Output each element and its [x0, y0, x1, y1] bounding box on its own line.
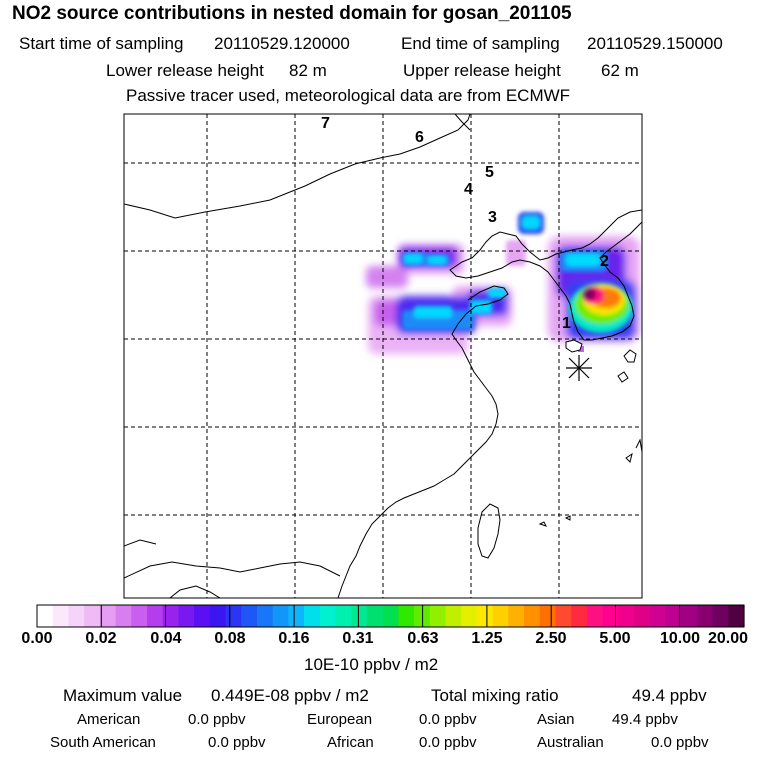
scale-tick-label: 0.31: [342, 630, 374, 647]
trajectory-label-7: 7: [321, 115, 330, 132]
region-name: European: [307, 711, 373, 728]
color-scale-cell: [571, 605, 588, 627]
color-scale-cell: [68, 605, 85, 627]
color-scale-cell: [256, 605, 274, 627]
color-scale-cell: [288, 605, 305, 627]
map-frame: [123, 113, 643, 599]
scale-tick-label: 0.16: [278, 630, 310, 647]
trajectory-label-6: 6: [415, 129, 424, 146]
lower-release-label: Lower release height: [106, 61, 264, 80]
color-scale-cell: [445, 605, 462, 627]
gosan-station-icon: [566, 355, 592, 381]
end-time-value: 20110529.150000: [587, 34, 723, 53]
color-scale-cell: [115, 605, 132, 627]
color-scale-cell: [304, 605, 321, 627]
color-scale-frame: [36, 604, 745, 628]
trajectory-label-3: 3: [488, 209, 497, 226]
color-scale-cell: [225, 605, 242, 627]
color-scale-cell: [586, 605, 604, 627]
plume-jeju-dot: [578, 346, 584, 352]
color-scale-cell: [665, 605, 682, 627]
max-value-label: Maximum value: [63, 686, 183, 705]
scale-tick-label: 5.00: [599, 630, 631, 647]
color-scale-cell: [681, 605, 698, 627]
color-scale-cell: [634, 605, 651, 627]
end-time-label: End time of sampling: [401, 34, 560, 53]
color-scale-cell: [162, 605, 179, 627]
color-scale-cell: [99, 605, 117, 627]
color-scale-cell: [366, 605, 384, 627]
region-name: American: [77, 711, 141, 728]
region-name: Asian: [537, 711, 575, 728]
color-scale-cell: [382, 605, 399, 627]
scale-tick-label: 0.04: [150, 630, 182, 647]
total-mixing-label: Total mixing ratio: [431, 686, 559, 705]
total-mixing-value: 49.4 ppbv: [632, 686, 707, 705]
upper-release-label: Upper release height: [403, 61, 561, 80]
color-scale-cell: [146, 605, 164, 627]
color-scale-cell: [241, 605, 258, 627]
region-name: South American: [50, 734, 156, 751]
color-scale-cell: [555, 605, 572, 627]
region-value: 49.4 ppbv: [612, 711, 678, 728]
region-value: 0.0 ppbv: [208, 734, 266, 751]
scale-tick-label: 2.50: [535, 630, 567, 647]
plume-north-small: [506, 212, 544, 266]
color-scale-cell: [696, 605, 714, 627]
coastlines: [124, 114, 642, 598]
color-scale-cell: [524, 605, 541, 627]
scale-tick-label: 0.08: [214, 630, 246, 647]
color-scale-cell: [84, 605, 101, 627]
region-value: 0.0 ppbv: [188, 711, 246, 728]
start-time-label: Start time of sampling: [19, 34, 184, 53]
upper-release-value: 62 m: [601, 61, 639, 80]
color-scale-cell: [351, 605, 368, 627]
scale-tick-label: 0.00: [21, 630, 53, 647]
color-scale-cell: [539, 605, 557, 627]
trajectory-label-5: 5: [485, 164, 494, 181]
color-scale-cell: [131, 605, 148, 627]
region-value: 0.0 ppbv: [419, 711, 477, 728]
color-scale-cell: [272, 605, 289, 627]
color-scale-cell: [335, 605, 352, 627]
scale-tick-label: 20.00: [707, 630, 749, 647]
color-scale-cell: [194, 605, 211, 627]
trajectory-label-2: 2: [600, 253, 609, 270]
color-scale-cell: [461, 605, 478, 627]
color-scale-cell: [602, 605, 619, 627]
color-scale-cell: [398, 605, 415, 627]
region-name: African: [327, 734, 374, 751]
color-scale-cell: [712, 605, 729, 627]
color-scale-cell: [728, 605, 745, 627]
color-scale-cell: [492, 605, 509, 627]
color-scale-cell: [476, 605, 494, 627]
color-scale-cell: [319, 605, 337, 627]
scale-units: 10E-10 ppbv / m2: [304, 655, 439, 674]
region-value: 0.0 ppbv: [651, 734, 709, 751]
color-scale-cell: [52, 605, 70, 627]
color-scale-cell: [209, 605, 227, 627]
trajectory-label-1: 1: [562, 315, 571, 332]
scale-tick-label: 0.63: [407, 630, 439, 647]
scale-tick-label: 0.02: [85, 630, 117, 647]
color-scale-cell: [649, 605, 667, 627]
max-value: 0.449E-08 ppbv / m2: [211, 686, 369, 705]
color-scale-cell: [37, 605, 54, 627]
scale-tick-label: 10.00: [659, 630, 701, 647]
color-scale-cell: [429, 605, 447, 627]
color-scale-cell: [508, 605, 525, 627]
plot-title: NO2 source contributions in nested domai…: [12, 3, 572, 24]
trajectory-label-4: 4: [464, 181, 473, 198]
region-value: 0.0 ppbv: [419, 734, 477, 751]
color-scale-cell: [178, 605, 195, 627]
lower-release-value: 82 m: [289, 61, 327, 80]
region-name: Australian: [537, 734, 604, 751]
start-time-value: 20110529.120000: [214, 34, 350, 53]
scale-tick-label: 1.25: [471, 630, 503, 647]
color-scale-cell: [618, 605, 635, 627]
lat-lon-grid: [124, 114, 642, 598]
data-source-note: Passive tracer used, meteorological data…: [126, 86, 571, 105]
